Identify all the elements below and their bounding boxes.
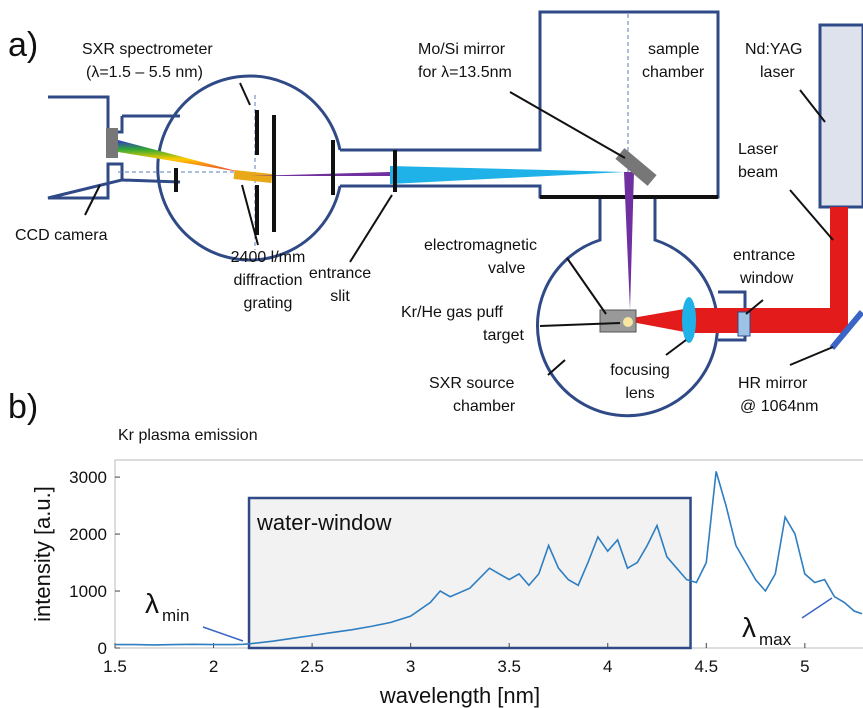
y-axis-label: intensity [a.u.] [30,486,55,622]
spectrum-chart: Kr plasma emission water-window 1.5 2 2.5 3 3.… [30,427,863,708]
lens [682,297,696,343]
label: beam [738,164,778,181]
annotation: λ [145,588,159,619]
label: CCD camera [15,227,108,244]
label: Mo/Si mirror [418,41,506,58]
label: for λ=13.5nm [418,64,512,81]
x-tick-label: 2 [209,657,218,676]
y-tick-label: 0 [98,639,107,658]
label: valve [488,260,525,277]
grating [233,170,273,183]
beam [250,172,390,176]
spectrum-fan [118,140,240,172]
x-tick-label: 3.5 [497,657,521,676]
x-tick-label: 4 [603,657,612,676]
label: Kr/He gas puff [401,304,504,321]
label: target [483,327,524,344]
y-tick-label: 2000 [69,525,107,544]
y-tick-label: 3000 [69,468,107,487]
label: lens [625,385,654,402]
ccd-neck [121,114,181,184]
chart-title: Kr plasma emission [118,427,258,444]
label: chamber [642,64,705,81]
spectrum-line [115,471,863,646]
region-label: water-window [256,510,392,535]
label: window [739,270,794,287]
annotation-sub: max [759,630,792,649]
label: focusing [610,362,670,379]
label: electromagnetic [424,237,537,254]
mosi-mirror [615,148,657,186]
label: (λ=1.5 – 5.5 nm) [86,64,203,81]
x-tick-label: 4.5 [694,657,718,676]
label: entrance [309,265,371,282]
label: SXR source [429,375,514,392]
label: HR mirror [738,375,808,392]
ccd-sensor [106,128,118,158]
panel-label: b) [8,388,38,426]
water-window [247,496,692,650]
label: Laser [738,141,779,158]
panel-label: a) [8,26,38,64]
label: slit [330,288,350,305]
label: chamber [453,398,516,415]
x-axis-label: wavelength [nm] [379,683,540,708]
x-tick-label: 3 [406,657,415,676]
annotation: λ [742,612,756,643]
laser [818,23,863,209]
label: @ 1064nm [740,398,819,415]
label: 2400 l/mm [231,249,306,266]
label: laser [760,64,795,81]
y-tick-label: 1000 [69,582,107,601]
x-tick-label: 2.5 [300,657,324,676]
slits [174,110,397,235]
setup-diagram: a) b) SXR spectrometer (λ=1.5 – 5.5 nm) … [8,10,863,426]
annotation-arrow [801,597,833,619]
laser-beam [632,207,848,333]
beam [390,166,625,184]
annotation-sub: min [162,606,189,625]
label: grating [244,295,293,312]
labels: SXR spectrometer (λ=1.5 – 5.5 nm) CCD ca… [15,41,819,415]
hr-mirror [829,310,863,350]
label: SXR spectrometer [82,41,213,58]
target [623,317,633,327]
label: diffraction [233,272,302,289]
spectrometer-chamber [156,74,342,262]
label: Nd:YAG [745,41,803,58]
beam [624,172,634,310]
x-tick-label: 1.5 [103,657,127,676]
window [737,311,751,337]
chambers [340,10,720,418]
arrows [84,82,834,376]
x-tick-label: 5 [800,657,809,676]
annotation-arrow [202,626,244,642]
label: sample [648,41,700,58]
label: entrance [733,247,795,264]
